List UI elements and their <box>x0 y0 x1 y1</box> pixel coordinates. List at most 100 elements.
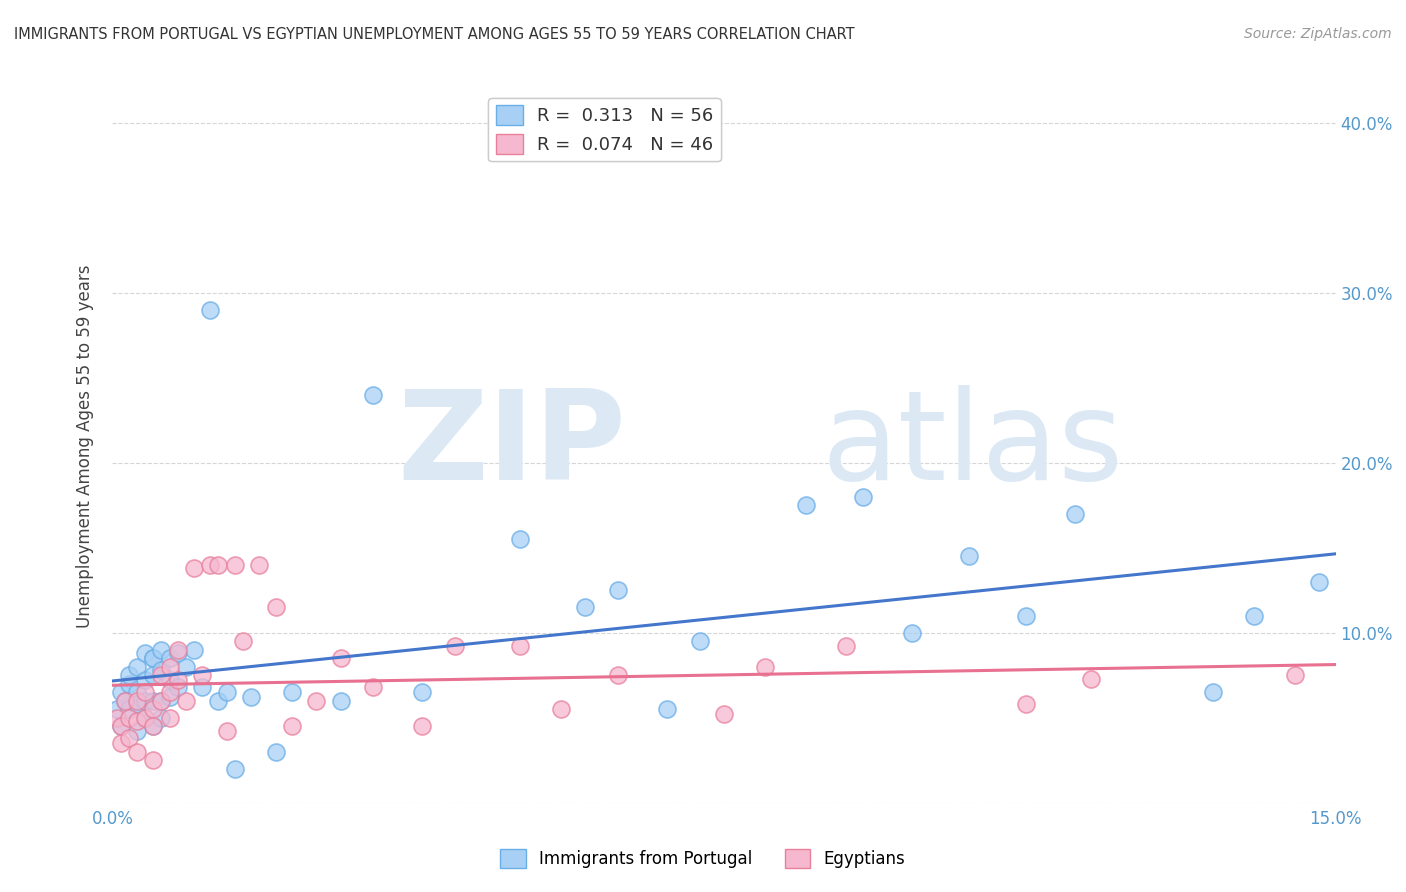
Point <box>166 673 188 688</box>
Point <box>125 714 148 729</box>
Point <box>957 549 980 564</box>
Point <box>142 702 165 716</box>
Point <box>1063 507 1085 521</box>
Point <box>114 694 136 708</box>
Point <box>118 677 141 691</box>
Point <box>200 558 222 572</box>
Point <box>150 711 173 725</box>
Point <box>264 745 287 759</box>
Point <box>125 745 148 759</box>
Point <box>134 673 156 688</box>
Point <box>329 651 352 665</box>
Point <box>118 711 141 725</box>
Point <box>105 702 128 716</box>
Point <box>574 600 596 615</box>
Point <box>281 719 304 733</box>
Point <box>150 668 173 682</box>
Point <box>166 646 188 660</box>
Point <box>509 533 531 547</box>
Text: IMMIGRANTS FROM PORTUGAL VS EGYPTIAN UNEMPLOYMENT AMONG AGES 55 TO 59 YEARS CORR: IMMIGRANTS FROM PORTUGAL VS EGYPTIAN UNE… <box>14 27 855 42</box>
Point <box>655 702 678 716</box>
Point <box>142 668 165 682</box>
Point <box>1284 668 1306 682</box>
Point <box>224 762 246 776</box>
Point <box>159 660 181 674</box>
Point <box>281 685 304 699</box>
Point <box>142 753 165 767</box>
Point <box>509 640 531 654</box>
Point <box>150 694 173 708</box>
Point <box>134 694 156 708</box>
Point <box>125 724 148 739</box>
Point <box>852 490 875 504</box>
Point <box>142 719 165 733</box>
Point <box>150 643 173 657</box>
Y-axis label: Unemployment Among Ages 55 to 59 years: Unemployment Among Ages 55 to 59 years <box>76 264 94 628</box>
Point <box>174 694 197 708</box>
Point <box>1015 608 1038 623</box>
Point <box>118 668 141 682</box>
Point <box>247 558 270 572</box>
Point <box>411 685 433 699</box>
Point <box>166 680 188 694</box>
Point <box>200 303 222 318</box>
Point <box>215 724 238 739</box>
Point <box>329 694 352 708</box>
Point <box>754 660 776 674</box>
Point <box>224 558 246 572</box>
Point <box>183 561 205 575</box>
Point <box>110 685 132 699</box>
Point <box>1308 574 1330 589</box>
Point <box>142 651 165 665</box>
Point <box>125 698 148 712</box>
Text: ZIP: ZIP <box>398 385 626 507</box>
Point <box>607 668 630 682</box>
Point <box>125 694 148 708</box>
Point <box>134 711 156 725</box>
Point <box>900 626 922 640</box>
Point <box>118 731 141 746</box>
Point <box>1243 608 1265 623</box>
Point <box>835 640 858 654</box>
Point <box>166 643 188 657</box>
Point <box>363 680 385 694</box>
Point <box>444 640 467 654</box>
Point <box>134 711 156 725</box>
Point <box>159 673 181 688</box>
Point <box>159 711 181 725</box>
Point <box>215 685 238 699</box>
Point <box>232 634 254 648</box>
Point <box>1080 672 1102 686</box>
Point <box>159 685 181 699</box>
Point <box>264 600 287 615</box>
Point <box>142 719 165 733</box>
Point <box>240 690 263 705</box>
Text: atlas: atlas <box>823 385 1123 507</box>
Text: Source: ZipAtlas.com: Source: ZipAtlas.com <box>1244 27 1392 41</box>
Point <box>105 711 128 725</box>
Legend: R =  0.313   N = 56, R =  0.074   N = 46: R = 0.313 N = 56, R = 0.074 N = 46 <box>488 98 721 161</box>
Point <box>183 643 205 657</box>
Point <box>607 583 630 598</box>
Point <box>150 694 173 708</box>
Point <box>1015 698 1038 712</box>
Point <box>411 719 433 733</box>
Point <box>1202 685 1225 699</box>
Point <box>794 499 817 513</box>
Point <box>159 651 181 665</box>
Point <box>110 736 132 750</box>
Point <box>114 694 136 708</box>
Point <box>150 663 173 677</box>
Point <box>110 719 132 733</box>
Point <box>125 685 148 699</box>
Point <box>550 702 572 716</box>
Point <box>134 646 156 660</box>
Point <box>207 558 229 572</box>
Point <box>363 388 385 402</box>
Point <box>174 660 197 674</box>
Point <box>713 707 735 722</box>
Point <box>125 660 148 674</box>
Point <box>159 690 181 705</box>
Point <box>110 719 132 733</box>
Point <box>207 694 229 708</box>
